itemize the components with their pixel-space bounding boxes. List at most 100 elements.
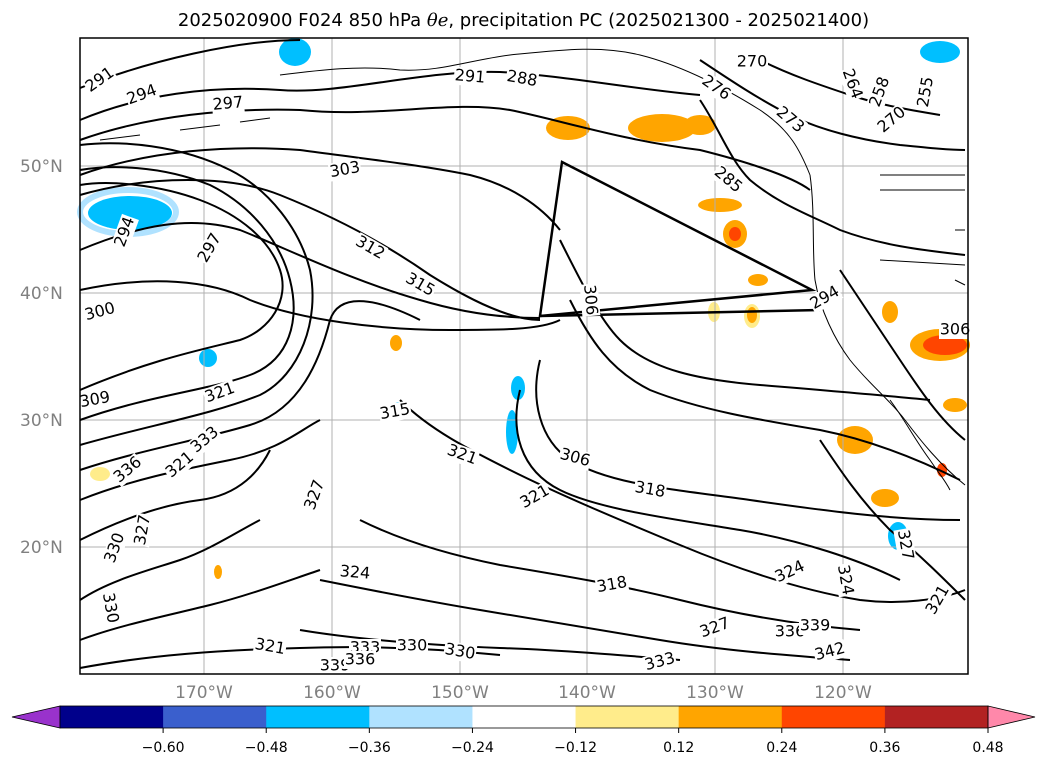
lon-label-160w: 160°W xyxy=(303,683,361,703)
contour-label: 258 xyxy=(865,74,893,109)
contour-label: 273 xyxy=(773,102,809,136)
contour-label: 330 xyxy=(443,639,476,663)
figure-title: 2025020900 F024 850 hPa θe, precipitatio… xyxy=(0,10,1047,31)
contour-label-bg xyxy=(893,527,917,563)
contour-label-bg xyxy=(396,637,428,655)
contour-label: 336 xyxy=(345,650,376,669)
contour-label-bg xyxy=(81,63,119,97)
contour-label: 336 xyxy=(775,622,806,641)
contour-label-bg xyxy=(939,321,971,339)
contour-label: 315 xyxy=(378,399,411,423)
contour-label-bg xyxy=(642,649,678,675)
colorbar-segment xyxy=(60,706,164,728)
contour-label-bg xyxy=(201,379,239,407)
contour-label-bg xyxy=(194,229,226,267)
lat-label-40n: 40°N xyxy=(20,284,63,304)
contour-label-bg xyxy=(736,53,768,71)
contour-label-bg xyxy=(82,299,118,325)
contour-label: 321 xyxy=(253,634,286,658)
contour-label: 321 xyxy=(162,447,198,481)
contour-label: 255 xyxy=(913,75,937,108)
contour-label: 318 xyxy=(595,572,628,596)
contour-label-bg xyxy=(922,581,954,619)
contour-label-bg xyxy=(161,447,199,483)
contour-label: 327 xyxy=(697,613,732,641)
colorbar-segment xyxy=(369,706,473,728)
title-suffix: , precipitation PC (2025021300 - 2025021… xyxy=(448,10,870,31)
colorbar-segment xyxy=(163,706,267,728)
colorbar-extend-low xyxy=(11,705,61,729)
contour-label: 333 xyxy=(187,422,223,456)
contour-label: 321 xyxy=(202,378,237,406)
lon-label-120w: 120°W xyxy=(814,683,872,703)
colorbar-tick-label: 0.24 xyxy=(766,740,797,756)
contour-label: 327 xyxy=(300,477,328,512)
contour-label: 327 xyxy=(894,528,918,561)
lat-label-50n: 50°N xyxy=(20,157,63,177)
contour-label: 333 xyxy=(643,648,677,674)
contour-label-bg xyxy=(799,617,831,635)
contour-label: 285 xyxy=(711,162,747,196)
contour-label-bg xyxy=(806,282,844,314)
colorbar-segment xyxy=(575,706,680,728)
colorbar-segment xyxy=(472,706,577,728)
contour-label-bg xyxy=(344,651,376,669)
contour-label-bg xyxy=(327,158,363,182)
contour-label-bg xyxy=(186,422,224,458)
contour-label: 294 xyxy=(124,80,159,108)
contour-label-bg xyxy=(709,162,747,198)
colorbar-segment xyxy=(678,706,783,728)
colorbar-segment xyxy=(781,706,886,728)
colorbar-tick-label: −0.12 xyxy=(554,740,597,756)
theta-e-symbol: θe xyxy=(426,10,449,31)
contour-label-bg xyxy=(443,441,481,469)
contour-label: 276 xyxy=(699,71,735,104)
contour-label: 318 xyxy=(633,477,666,501)
contour-label: 309 xyxy=(78,387,111,411)
contour-label-bg xyxy=(696,614,734,642)
contour-label-bg xyxy=(557,445,593,471)
contour-label-bg xyxy=(111,213,139,251)
colorbar-tick-label: −0.60 xyxy=(142,740,185,756)
colorbar-tick-label: −0.36 xyxy=(348,740,391,756)
colorbar-segment xyxy=(884,706,989,728)
contour-label-bg xyxy=(442,640,478,664)
contour-label-bg xyxy=(594,573,630,597)
contour-label-bg xyxy=(838,65,866,103)
contour-label-bg xyxy=(771,557,809,587)
contour-label-bg xyxy=(77,388,113,412)
contour-label: 291 xyxy=(454,65,486,87)
contour-label: 327 xyxy=(130,513,154,546)
contour-label-bg xyxy=(377,400,413,424)
contour-label: 330 xyxy=(397,636,428,655)
contour-label-bg xyxy=(504,67,540,91)
contour-label-bg xyxy=(123,81,161,109)
contour-label-bg xyxy=(301,476,329,514)
map-frame xyxy=(79,37,969,675)
contour-label-bg xyxy=(516,481,554,513)
contour-label: 321 xyxy=(445,440,480,468)
colorbar-tick-label: 0.12 xyxy=(663,740,694,756)
contour-label-bg xyxy=(697,71,735,105)
contour-label: 339 xyxy=(800,616,831,635)
contour-label: 288 xyxy=(505,66,538,90)
colorbar-frame xyxy=(59,705,989,729)
contour-label-bg xyxy=(453,66,487,88)
contour-label-bg xyxy=(632,478,668,502)
colorbar-extend-high xyxy=(987,705,1036,729)
colorbar-tick-label: 0.48 xyxy=(972,740,1003,756)
contour-label-bg xyxy=(252,635,288,659)
contour-label: 306 xyxy=(580,284,602,316)
colorbar-tick-label: 0.36 xyxy=(869,740,900,756)
lon-label-140w: 140°W xyxy=(558,683,616,703)
contour-label: 300 xyxy=(83,298,117,324)
theta-e-contours xyxy=(79,39,966,669)
contour-label-bg xyxy=(774,623,806,641)
colorbar-tick-label: −0.24 xyxy=(451,740,494,756)
coastlines xyxy=(99,48,966,491)
contour-label-bg xyxy=(579,283,601,317)
lon-label-130w: 130°W xyxy=(686,683,744,703)
lon-label-150w: 150°W xyxy=(431,683,489,703)
